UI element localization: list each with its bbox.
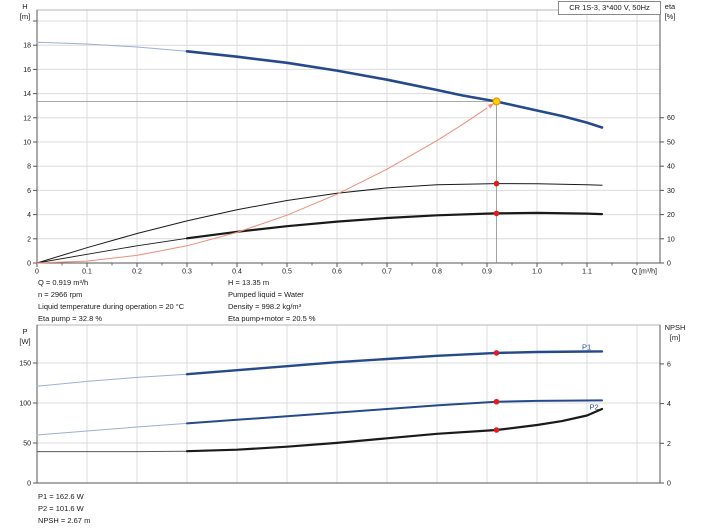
eta-axis-unit-label: eta [%] xyxy=(664,2,676,21)
y-right-tick-label: 4 xyxy=(667,401,671,408)
pump-model-label: CR 1S-3, 3*400 V, 50Hz xyxy=(558,1,661,15)
marker-npsh-point xyxy=(493,427,500,433)
y-right-tick-label: 2 xyxy=(667,441,671,448)
x-tick-label: 0.8 xyxy=(432,269,442,276)
y-left-tick-label: 2 xyxy=(27,236,31,243)
y-right-tick-label: 10 xyxy=(667,236,675,243)
chart-qh-eta xyxy=(33,9,664,267)
info-eta-pump: Eta pump = 32.8 % xyxy=(38,314,102,323)
series-eta-pump-motor-curve-thin xyxy=(36,237,188,264)
x-tick-label: 0.7 xyxy=(382,269,392,276)
x-tick-label: 1.0 xyxy=(532,269,542,276)
result-p1: P1 = 162.6 W xyxy=(38,492,84,501)
y-left-tick-label: 150 xyxy=(19,361,31,368)
series-p1-curve xyxy=(185,350,604,376)
x-tick-label: 0.5 xyxy=(282,269,292,276)
series-head-curve-thin xyxy=(36,41,188,52)
x-tick-label: 0.6 xyxy=(332,269,342,276)
y-right-tick-label: 60 xyxy=(667,115,675,122)
series-system-curve xyxy=(36,107,488,264)
chart-plot-area[interactable] xyxy=(37,10,660,263)
y-right-tick-label: 6 xyxy=(667,361,671,368)
y-right-tick-label: 40 xyxy=(667,164,675,171)
info-density: Density = 998.2 kg/m³ xyxy=(228,302,302,311)
x-tick-label: 0.1 xyxy=(82,269,92,276)
y-left-tick-label: 0 xyxy=(27,481,31,488)
marker-eta-pump-point xyxy=(493,180,500,187)
y-left-tick-label: 4 xyxy=(27,212,31,219)
chart-power-npsh xyxy=(33,324,664,484)
info-pumped-liquid: Pumped liquid = Water xyxy=(228,290,304,299)
npsh-axis-unit-label: NPSH [m] xyxy=(664,323,686,342)
y-left-tick-label: 10 xyxy=(23,140,31,147)
y-left-tick-label: 100 xyxy=(19,401,31,408)
h-axis-unit-label: H [m] xyxy=(19,2,31,21)
p-axis-unit-label: P [W] xyxy=(19,327,31,346)
y-left-tick-label: 14 xyxy=(23,91,31,98)
y-left-tick-label: 12 xyxy=(23,115,31,122)
y-left-tick-label: 18 xyxy=(23,43,31,50)
y-left-tick-label: 6 xyxy=(27,188,31,195)
info-liquid-temperature: Liquid temperature during operation = 20… xyxy=(38,302,185,311)
info-speed: n = 2966 rpm xyxy=(38,290,83,299)
y-left-tick-label: 50 xyxy=(23,441,31,448)
duty-info-right: H = 13.35 m Pumped liquid = Water Densit… xyxy=(228,277,316,325)
x-axis-unit-label: Q [m³/h] xyxy=(632,269,657,276)
system-curve-arrowhead xyxy=(487,103,495,109)
marker-p2-point xyxy=(493,398,500,405)
y-right-tick-label: 30 xyxy=(667,188,675,195)
x-tick-label: 0.2 xyxy=(132,269,142,276)
result-npsh: NPSH = 2.67 m xyxy=(38,516,91,525)
result-info: P1 = 162.6 W P2 = 101.6 W NPSH = 2.67 m xyxy=(38,491,90,527)
series-p2-curve-thin xyxy=(36,422,188,436)
series-p2-curve xyxy=(186,399,603,425)
marker-eta-pump-motor-point xyxy=(493,210,500,217)
series-npsh-curve xyxy=(185,407,604,453)
y-right-tick-label: 0 xyxy=(667,261,671,268)
curve-label-p1: P1 xyxy=(582,343,591,352)
series-eta-pump-motor-curve xyxy=(185,211,604,240)
series-head-curve xyxy=(185,49,604,129)
x-tick-label: 0.3 xyxy=(182,269,192,276)
y-left-tick-label: 16 xyxy=(23,67,31,74)
duty-info-left: Q = 0.919 m³/h n = 2966 rpm Liquid tempe… xyxy=(38,277,184,325)
chart-plot-area[interactable] xyxy=(37,325,660,483)
series-p1-curve-thin xyxy=(36,373,188,387)
info-head: H = 13.35 m xyxy=(228,278,270,287)
result-p2: P2 = 101.6 W xyxy=(38,504,84,513)
y-right-tick-label: 50 xyxy=(667,139,675,146)
x-tick-label: 1.1 xyxy=(582,269,592,276)
y-right-tick-label: 20 xyxy=(667,212,675,219)
x-tick-label: 0.9 xyxy=(482,269,492,276)
marker-p1-point xyxy=(493,350,500,356)
y-right-tick-label: 0 xyxy=(667,481,671,488)
marker-duty-point[interactable] xyxy=(492,97,501,106)
y-left-tick-label: 0 xyxy=(27,261,31,268)
info-flow: Q = 0.919 m³/h xyxy=(38,278,89,287)
series-eta-pump-curve xyxy=(36,183,603,264)
x-tick-label: 0 xyxy=(35,269,39,276)
y-left-tick-label: 8 xyxy=(27,164,31,171)
info-eta-pump-motor: Eta pump+motor = 20.5 % xyxy=(228,314,316,323)
curve-label-p2: P2 xyxy=(590,403,599,412)
x-tick-label: 0.4 xyxy=(232,269,242,276)
